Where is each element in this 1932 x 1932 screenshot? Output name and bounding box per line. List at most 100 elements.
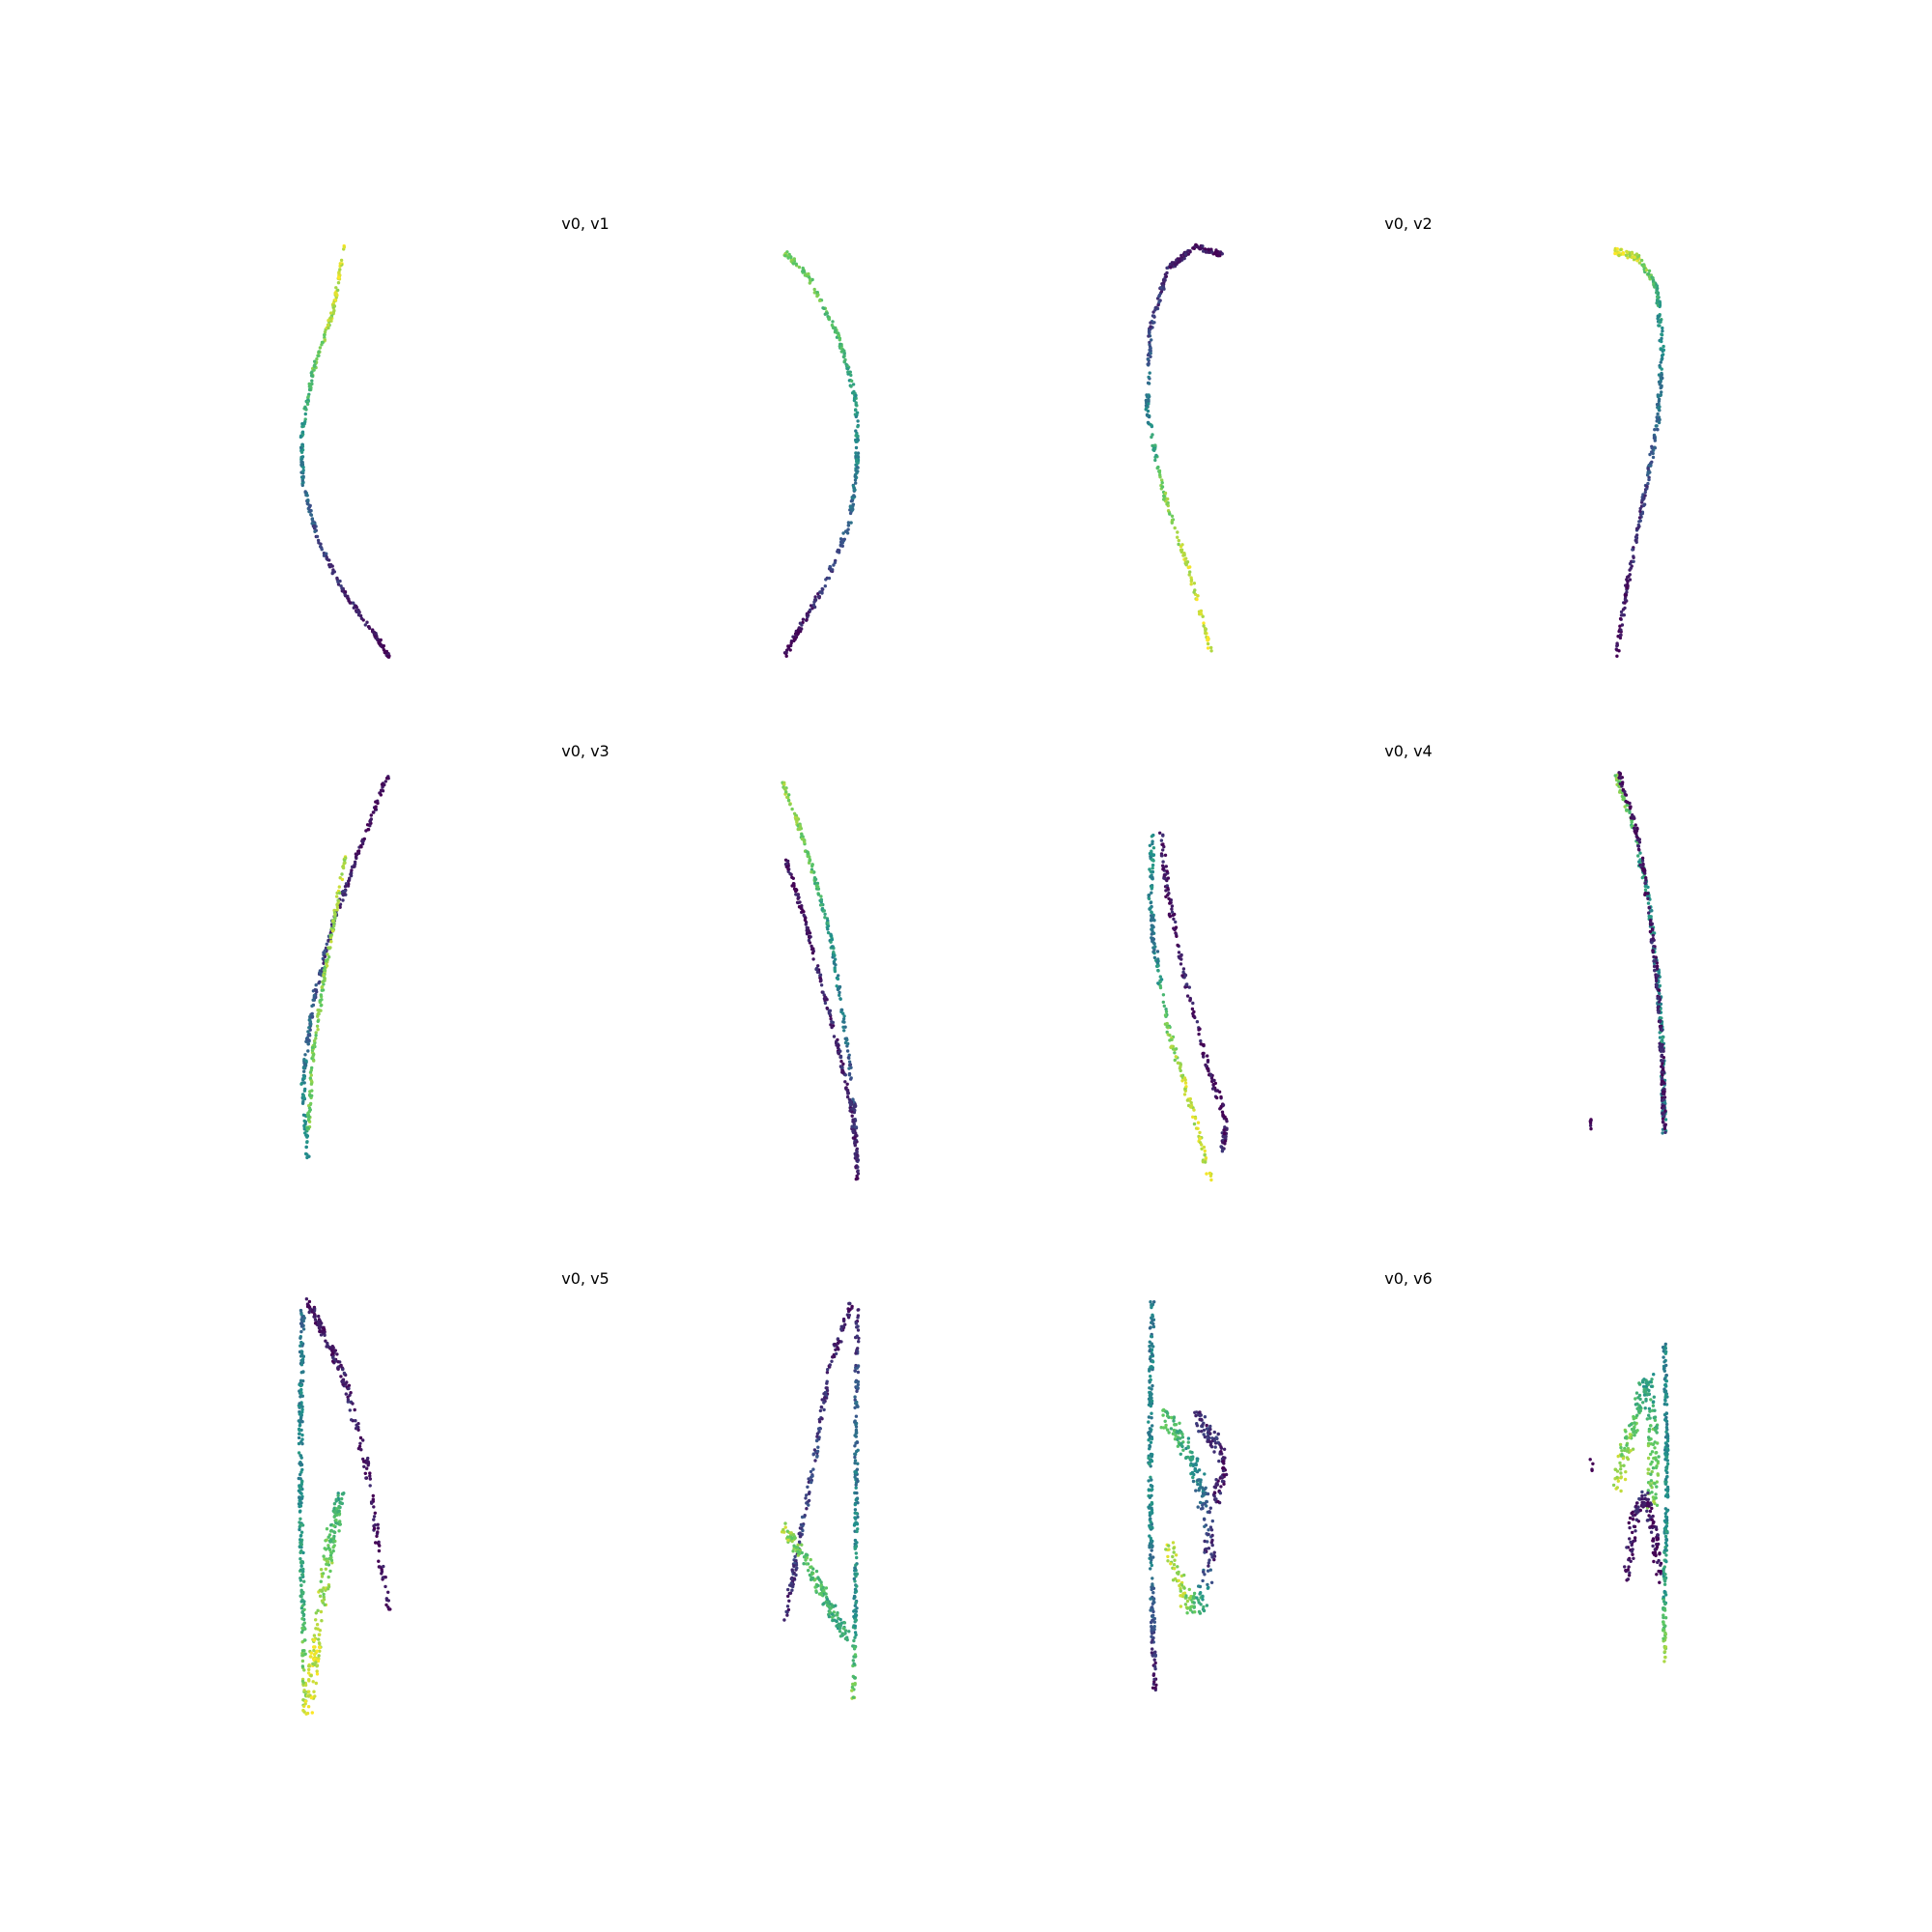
scatter-point bbox=[1643, 867, 1646, 870]
scatter-point bbox=[1178, 1584, 1180, 1587]
scatter-point bbox=[1161, 860, 1164, 863]
scatter-point bbox=[1182, 967, 1185, 970]
scatter-point bbox=[1150, 1478, 1152, 1481]
scatter-point bbox=[1633, 827, 1635, 830]
scatter-point bbox=[1172, 918, 1175, 921]
scatter-point bbox=[1176, 1438, 1179, 1441]
scatter-point bbox=[1191, 1471, 1194, 1474]
scatter-point bbox=[1180, 543, 1183, 546]
scatter-point bbox=[807, 1569, 810, 1572]
scatter-point bbox=[354, 1419, 356, 1422]
scatter-point bbox=[340, 872, 343, 875]
scatter-point bbox=[814, 1589, 817, 1592]
scatter-point bbox=[1191, 1476, 1194, 1479]
scatter-point bbox=[1625, 586, 1628, 589]
scatter-point bbox=[325, 1548, 327, 1550]
scatter-point bbox=[1205, 1172, 1208, 1175]
scatter-plot-area bbox=[272, 1302, 898, 1710]
scatter-point bbox=[854, 1605, 857, 1607]
scatter-point bbox=[1651, 927, 1654, 930]
scatter-point bbox=[312, 1649, 315, 1652]
scatter-point bbox=[1665, 1420, 1668, 1423]
scatter-point bbox=[1210, 1436, 1213, 1439]
scatter-point bbox=[300, 1318, 303, 1321]
scatter-point bbox=[786, 1530, 789, 1533]
scatter-point bbox=[832, 951, 835, 953]
scatter-point bbox=[1206, 1424, 1208, 1427]
scatter-point bbox=[352, 602, 355, 605]
scatter-point bbox=[1201, 1507, 1204, 1510]
scatter-point bbox=[1661, 1029, 1663, 1032]
scatter-point bbox=[338, 1513, 341, 1516]
scatter-point bbox=[340, 587, 343, 590]
scatter-point bbox=[1659, 303, 1662, 306]
scatter-point bbox=[1187, 1446, 1190, 1449]
scatter-point bbox=[300, 1627, 303, 1630]
scatter-point bbox=[299, 1568, 302, 1571]
scatter-point bbox=[300, 1617, 303, 1620]
scatter-point bbox=[853, 1142, 856, 1145]
scatter-point bbox=[322, 1593, 325, 1596]
scatter-point bbox=[847, 1056, 850, 1059]
scatter-point bbox=[299, 1330, 302, 1333]
scatter-point bbox=[1151, 448, 1154, 451]
scatter-point bbox=[787, 793, 790, 796]
scatter-point bbox=[350, 868, 353, 871]
scatter-point bbox=[1161, 848, 1164, 851]
scatter-point bbox=[1173, 1563, 1176, 1566]
scatter-point bbox=[1165, 502, 1168, 505]
scatter-point bbox=[1150, 910, 1152, 913]
scatter-point bbox=[1223, 1448, 1226, 1451]
scatter-point bbox=[851, 499, 854, 502]
scatter-point bbox=[857, 1172, 860, 1175]
scatter-point bbox=[1148, 1524, 1151, 1527]
scatter-point bbox=[1148, 349, 1151, 352]
scatter-point bbox=[306, 1030, 309, 1033]
scatter-point bbox=[339, 1522, 342, 1525]
scatter-point bbox=[299, 1379, 302, 1382]
scatter-point bbox=[802, 618, 805, 621]
scatter-point bbox=[324, 949, 327, 952]
scatter-point bbox=[812, 1453, 815, 1456]
scatter-point bbox=[1213, 1492, 1216, 1494]
scatter-point bbox=[853, 1369, 856, 1372]
scatter-point bbox=[377, 639, 380, 642]
scatter-point bbox=[298, 1546, 301, 1548]
scatter-point bbox=[855, 1498, 858, 1501]
scatter-point bbox=[1636, 844, 1639, 847]
scatter-point bbox=[1646, 482, 1649, 485]
scatter-point bbox=[1152, 1601, 1155, 1604]
scatter-point bbox=[333, 304, 336, 307]
scatter-point bbox=[1152, 1300, 1155, 1303]
scatter-series-0 bbox=[298, 1309, 308, 1714]
scatter-point bbox=[821, 587, 824, 590]
scatter-point bbox=[1152, 846, 1155, 849]
scatter-point bbox=[1151, 433, 1153, 436]
scatter-point bbox=[837, 974, 839, 977]
scatter-point bbox=[843, 1026, 846, 1029]
scatter-point bbox=[1189, 1463, 1192, 1466]
scatter-point bbox=[317, 981, 320, 984]
scatter-point bbox=[1148, 1534, 1151, 1537]
scatter-point bbox=[303, 1317, 306, 1320]
scatter-point bbox=[316, 1669, 319, 1672]
scatter-point bbox=[377, 1541, 380, 1544]
scatter-point bbox=[1176, 536, 1179, 539]
scatter-point bbox=[1645, 269, 1648, 271]
scatter-point bbox=[327, 1585, 330, 1588]
scatter-point bbox=[787, 644, 790, 647]
scatter-point bbox=[320, 343, 323, 346]
scatter-point bbox=[1168, 1034, 1171, 1037]
scatter-point bbox=[786, 1605, 789, 1607]
scatter-point bbox=[300, 1606, 303, 1609]
scatter-point bbox=[1206, 1067, 1208, 1070]
scatter-point bbox=[335, 895, 338, 897]
scatter-point bbox=[831, 1616, 834, 1619]
scatter-point bbox=[1181, 1592, 1184, 1595]
scatter-point bbox=[1150, 873, 1152, 876]
scatter-point bbox=[329, 316, 332, 319]
scatter-point bbox=[855, 446, 858, 449]
scatter-plot-area bbox=[1095, 247, 1721, 655]
scatter-point bbox=[1661, 1131, 1663, 1134]
scatter-point bbox=[835, 1620, 838, 1623]
